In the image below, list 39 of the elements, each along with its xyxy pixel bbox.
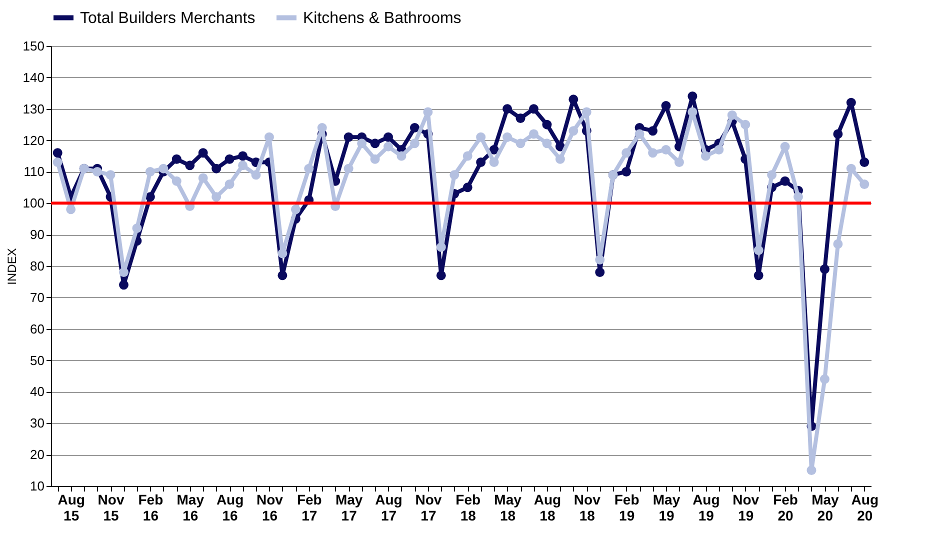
y-tick-label: 60: [30, 321, 44, 336]
y-tick-label: 140: [22, 70, 44, 85]
x-tick-label: Aug 18: [534, 492, 562, 524]
x-tick-label: Feb 18: [456, 492, 481, 524]
x-tick-label: Aug 15: [58, 492, 85, 524]
x-tick-label: Aug 20: [851, 492, 878, 524]
y-tick-label: 150: [22, 38, 44, 54]
y-tick-label: 70: [30, 290, 44, 305]
legend-label: Total Builders Merchants: [80, 10, 256, 27]
x-tick-label: Nov 18: [574, 492, 601, 524]
x-tick-label: May 20: [812, 492, 840, 524]
y-tick-label: 30: [30, 416, 44, 431]
y-tick-label: 130: [22, 101, 44, 116]
x-tick-label: May 16: [176, 492, 204, 524]
x-tick-label: May 18: [494, 492, 522, 524]
y-tick-label: 100: [22, 196, 44, 211]
y-tick-label: 90: [30, 227, 44, 242]
x-tick-label: Aug 19: [692, 492, 720, 524]
x-tick-label: Nov 17: [415, 492, 442, 524]
x-tick-label: Nov 15: [98, 492, 124, 524]
x-tick-label: Nov 16: [256, 492, 284, 524]
x-tick-label: May 19: [652, 492, 680, 524]
y-tick-label: 40: [30, 384, 44, 400]
x-tick-label: Aug 17: [375, 492, 402, 524]
y-tick-label: 80: [30, 258, 44, 274]
x-tick-label: Nov 19: [732, 492, 760, 524]
y-tick-label: 20: [30, 447, 44, 462]
x-tick-label: Feb 19: [614, 492, 640, 524]
x-tick-label: May 17: [335, 492, 363, 524]
x-tick-label: Feb 16: [138, 492, 164, 524]
y-tick-label: 120: [22, 132, 44, 148]
y-tick-label: 110: [24, 164, 44, 180]
x-tick-label: Feb 17: [296, 492, 322, 524]
y-axis-title: INDEX: [4, 248, 19, 285]
x-tick-label: Aug 16: [216, 492, 244, 524]
y-tick-label: 10: [30, 478, 44, 494]
x-tick-label: Feb 20: [773, 492, 798, 524]
y-tick-label: 50: [30, 352, 44, 368]
legend-label: Kitchens & Bathrooms: [303, 10, 462, 27]
